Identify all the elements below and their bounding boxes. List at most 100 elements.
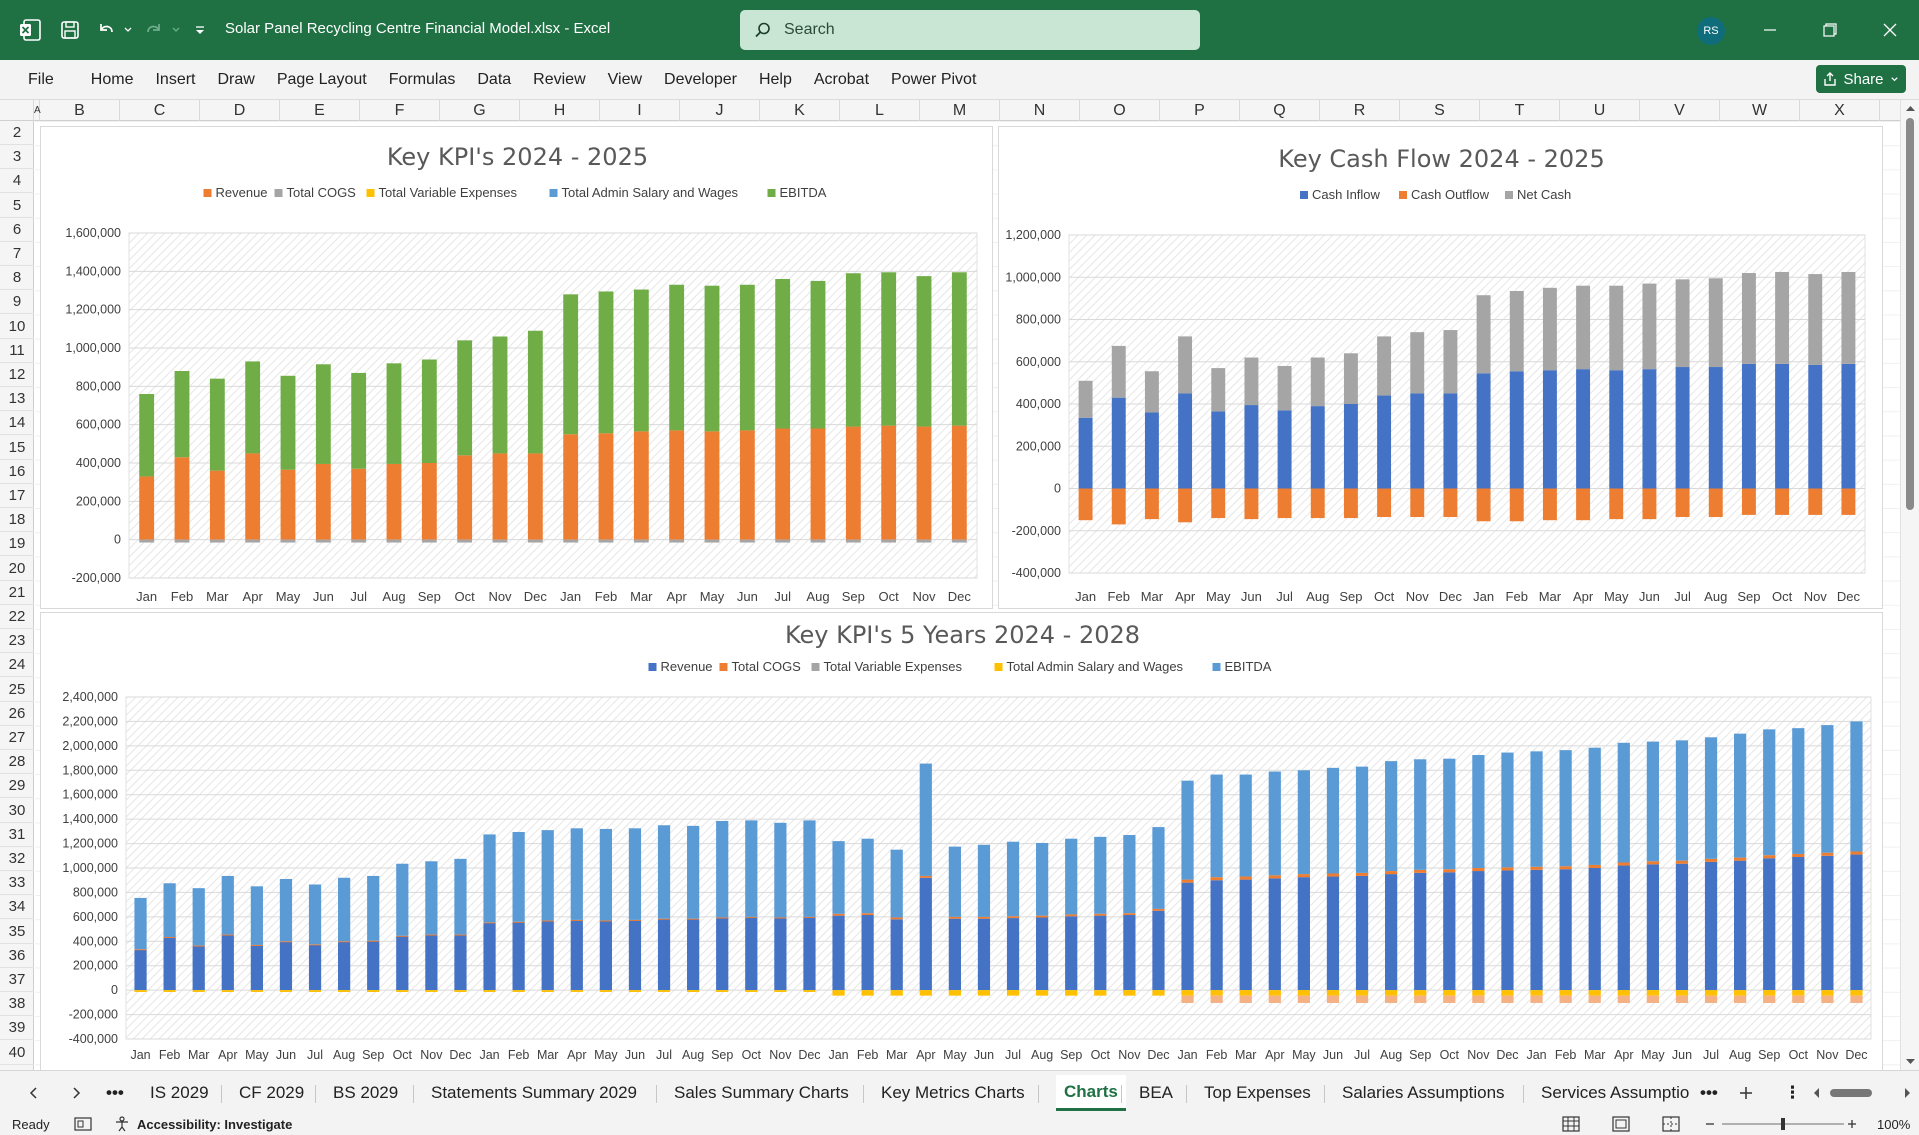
column-header[interactable]: O: [1080, 100, 1160, 121]
share-button[interactable]: Share: [1816, 65, 1906, 93]
row-header[interactable]: 20: [0, 557, 34, 581]
column-header[interactable]: P: [1160, 100, 1240, 121]
row-header[interactable]: 28: [0, 750, 34, 775]
ribbon-tab-draw[interactable]: Draw: [217, 71, 255, 88]
ribbon-tab-power-pivot[interactable]: Power Pivot: [891, 71, 977, 88]
row-header[interactable]: 8: [0, 266, 34, 291]
row-header[interactable]: 38: [0, 992, 34, 1017]
row-header[interactable]: 13: [0, 387, 34, 412]
ribbon-tab-home[interactable]: Home: [90, 71, 134, 88]
column-header[interactable]: U: [1560, 100, 1640, 121]
accessibility-icon[interactable]: [114, 1116, 130, 1132]
row-header[interactable]: 10: [0, 315, 34, 339]
vertical-scroll-thumb[interactable]: [1906, 118, 1914, 510]
row-header[interactable]: 25: [0, 678, 34, 702]
column-header[interactable]: I: [600, 100, 680, 121]
row-header[interactable]: 6: [0, 218, 34, 242]
column-header[interactable]: R: [1320, 100, 1400, 121]
column-header[interactable]: X: [1800, 100, 1880, 121]
row-header[interactable]: 23: [0, 629, 34, 654]
sheet-tab-cf-2029[interactable]: CF 2029: [239, 1083, 305, 1102]
ribbon-tab-file[interactable]: File: [28, 71, 54, 88]
ribbon-tab-developer[interactable]: Developer: [664, 71, 737, 88]
undo-dropdown-icon[interactable]: [114, 16, 142, 44]
row-header[interactable]: 15: [0, 436, 34, 460]
sheet-tab-key-metrics-charts[interactable]: Key Metrics Charts: [881, 1083, 1025, 1102]
row-header[interactable]: 16: [0, 460, 34, 484]
column-header[interactable]: J: [680, 100, 760, 121]
row-header[interactable]: 4: [0, 169, 34, 194]
macro-recording-icon[interactable]: [74, 1116, 92, 1132]
zoom-level[interactable]: 100%: [1877, 1117, 1911, 1132]
row-header[interactable]: 14: [0, 411, 34, 436]
scroll-up-icon[interactable]: [1901, 102, 1919, 116]
search-box[interactable]: Search: [740, 10, 1200, 50]
select-all-corner[interactable]: [0, 100, 34, 121]
column-header[interactable]: V: [1640, 100, 1720, 121]
row-header[interactable]: 17: [0, 484, 34, 508]
column-header[interactable]: Q: [1240, 100, 1320, 121]
sheet-tab-top-expenses[interactable]: Top Expenses: [1204, 1083, 1311, 1102]
close-icon[interactable]: [1875, 15, 1905, 45]
add-sheet-icon[interactable]: [1738, 1079, 1754, 1107]
row-header[interactable]: 31: [0, 823, 34, 847]
sheet-tab-charts[interactable]: Charts: [1056, 1075, 1126, 1111]
ribbon-tab-view[interactable]: View: [607, 71, 643, 88]
scroll-down-icon[interactable]: [1901, 1054, 1919, 1068]
row-header[interactable]: 3: [0, 145, 34, 170]
row-header[interactable]: 36: [0, 944, 34, 968]
next-sheet-icon[interactable]: [70, 1079, 82, 1107]
more-sheets-right-icon[interactable]: •••: [1700, 1083, 1718, 1102]
sheet-tab-bs-2029[interactable]: BS 2029: [333, 1083, 399, 1102]
row-header[interactable]: 11: [0, 339, 34, 363]
column-header[interactable]: G: [440, 100, 520, 121]
ribbon-tab-acrobat[interactable]: Acrobat: [813, 71, 870, 88]
more-sheets-left-icon[interactable]: •••: [106, 1083, 124, 1102]
row-header[interactable]: 37: [0, 968, 34, 992]
row-header[interactable]: 22: [0, 605, 34, 629]
row-header[interactable]: 12: [0, 363, 34, 387]
sheet-tab-bea[interactable]: BEA: [1139, 1083, 1174, 1102]
row-header[interactable]: 27: [0, 726, 34, 750]
row-header[interactable]: 34: [0, 895, 34, 920]
horizontal-scrollbar[interactable]: [1812, 1079, 1912, 1107]
normal-view-icon[interactable]: [1562, 1116, 1580, 1132]
column-header[interactable]: L: [840, 100, 920, 121]
row-header[interactable]: 5: [0, 194, 34, 218]
column-header[interactable]: T: [1480, 100, 1560, 121]
column-header[interactable]: S: [1400, 100, 1480, 121]
column-header[interactable]: M: [920, 100, 1000, 121]
column-header[interactable]: N: [1000, 100, 1080, 121]
customize-toolbar-icon[interactable]: [186, 16, 214, 44]
sheet-tab-salaries-assumptions[interactable]: Salaries Assumptions: [1342, 1083, 1505, 1102]
row-header[interactable]: 7: [0, 242, 34, 266]
row-header[interactable]: 2: [0, 121, 34, 145]
row-header[interactable]: 32: [0, 847, 34, 871]
sheet-tab-sales-summary-charts[interactable]: Sales Summary Charts: [674, 1083, 849, 1102]
row-header[interactable]: 26: [0, 702, 34, 726]
ribbon-tab-review[interactable]: Review: [533, 71, 586, 88]
row-header[interactable]: 29: [0, 774, 34, 799]
chart-key-cash-flow[interactable]: Key Cash Flow 2024 - 2025 Cash Inflow Cash…: [998, 126, 1883, 609]
row-header[interactable]: 9: [0, 290, 34, 315]
redo-dropdown-icon[interactable]: [162, 16, 190, 44]
ribbon-tab-formulas[interactable]: Formulas: [388, 71, 456, 88]
column-header[interactable]: A: [34, 100, 41, 121]
zoom-slider[interactable]: [1700, 1116, 1860, 1132]
column-header[interactable]: C: [120, 100, 200, 121]
ribbon-tab-insert[interactable]: Insert: [155, 71, 196, 88]
column-header[interactable]: F: [360, 100, 440, 121]
row-header[interactable]: 24: [0, 653, 34, 678]
accessibility-status[interactable]: Accessibility: Investigate: [137, 1117, 293, 1132]
column-header[interactable]: D: [200, 100, 280, 121]
row-header[interactable]: 30: [0, 799, 34, 823]
row-header[interactable]: 21: [0, 581, 34, 605]
column-header[interactable]: K: [760, 100, 840, 121]
sheet-tab-is-2029[interactable]: IS 2029: [150, 1083, 209, 1102]
undo-icon[interactable]: [92, 16, 120, 44]
chart-key-kpis-5-years[interactable]: Key KPI's 5 Years 2024 - 2028 Revenue Tota…: [40, 612, 1883, 1070]
row-header[interactable]: 35: [0, 920, 34, 944]
sheet-tab-statements-summary-2029[interactable]: Statements Summary 2029: [431, 1083, 637, 1102]
row-header[interactable]: 33: [0, 871, 34, 896]
minimize-icon[interactable]: [1755, 15, 1785, 45]
